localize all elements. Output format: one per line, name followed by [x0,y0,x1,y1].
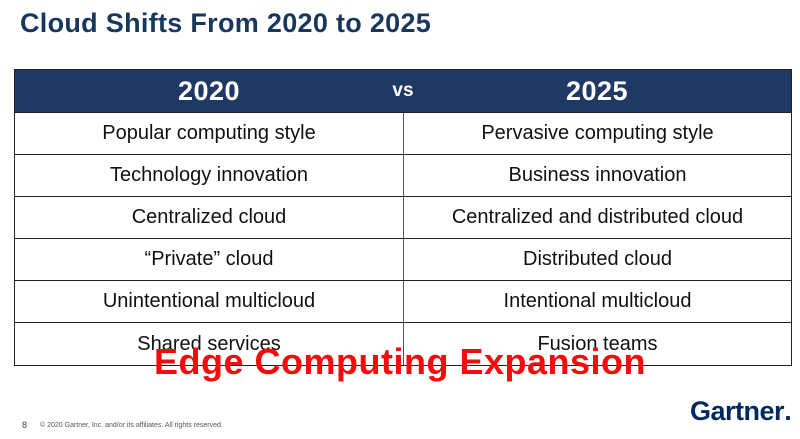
cell-2020: “Private” cloud [15,239,404,280]
comparison-table: 2020 2025 vs Popular computing style Per… [14,69,792,366]
cell-2025: Intentional multicloud [503,290,692,312]
table-row: Centralized cloud Centralized and distri… [15,197,791,239]
cell-2025: Centralized and distributed cloud [451,206,744,228]
table-row: Technology innovation Business innovatio… [15,155,791,197]
table-header-row: 2020 2025 vs [15,70,791,113]
cell-2025: Pervasive computing style [481,122,714,144]
table-row: Popular computing style Pervasive comput… [15,113,791,155]
header-year-2020: 2020 [177,75,241,106]
header-year-2025: 2025 [565,75,629,106]
table-row: Unintentional multicloud Intentional mul… [15,281,791,323]
header-vs-label: vs [392,80,414,101]
gartner-logo-text: Gartner [689,396,785,426]
cell-2020: Unintentional multicloud [15,281,404,322]
cell-2020: Popular computing style [15,113,404,154]
logo-dot [786,416,790,420]
cell-2020: Technology innovation [15,155,404,196]
edge-computing-annotation: Edge Computing Expansion [153,341,647,382]
cell-2020: Shared services [15,323,404,365]
table-row: Shared services Fusion teams [15,323,791,365]
cell-2020: Centralized cloud [15,197,404,238]
gartner-logo: Gartner [690,396,790,427]
copyright-notice: © 2020 Gartner, Inc. and/or its affiliat… [40,422,223,429]
table-row: “Private” cloud Distributed cloud [15,239,791,281]
cell-2025: Distributed cloud [523,248,672,270]
cell-2025: Fusion teams [537,332,658,355]
page-title: Cloud Shifts From 2020 to 2025 [20,8,432,38]
cell-2025: Business innovation [508,164,687,186]
page-number: 8 [22,420,28,430]
